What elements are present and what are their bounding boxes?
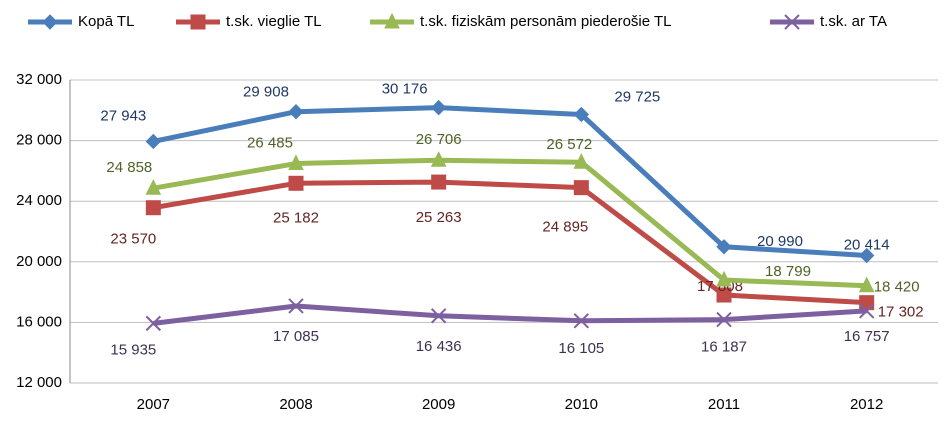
y-tick-label: 16 000	[16, 313, 62, 330]
legend-label: t.sk. ar TA	[820, 13, 887, 30]
x-tick-label: 2010	[565, 396, 598, 413]
point	[573, 180, 589, 196]
point	[573, 153, 590, 169]
point	[145, 179, 162, 195]
data-label: 18 420	[874, 279, 920, 296]
y-tick-label: 32 000	[16, 71, 62, 88]
data-label: 27 943	[100, 107, 146, 124]
point	[145, 315, 162, 332]
legend-label: Kopā TL	[78, 13, 134, 30]
data-label: 24 858	[106, 159, 152, 176]
x-tick-label: 2012	[850, 396, 883, 413]
data-label: 24 895	[542, 219, 588, 236]
data-label: 15 935	[110, 341, 156, 358]
point	[784, 14, 800, 30]
data-label: 26 706	[416, 131, 462, 148]
point	[859, 295, 875, 311]
data-label: 18 799	[765, 263, 811, 280]
y-tick-label: 20 000	[16, 253, 62, 270]
data-label: 26 572	[546, 136, 592, 153]
series: 24 858 26 485 26 706 26 572 18 799 18 420	[106, 131, 919, 296]
y-tick-label: 28 000	[16, 132, 62, 149]
legend-label: t.sk. fiziskām personām piederošie TL	[420, 13, 672, 30]
point	[145, 200, 161, 216]
point	[430, 99, 447, 116]
point	[430, 151, 447, 167]
point	[858, 276, 875, 293]
point	[716, 311, 732, 328]
data-label: 29 725	[614, 88, 660, 105]
point	[858, 303, 875, 319]
x-tick-label: 2009	[422, 396, 455, 413]
data-label: 20 990	[757, 233, 803, 250]
line	[152, 105, 867, 259]
point	[288, 298, 304, 314]
point	[858, 247, 875, 264]
point	[288, 103, 304, 120]
x-tick-label: 2007	[137, 396, 170, 413]
data-label: 17 085	[273, 328, 319, 345]
data-label: 26 485	[247, 135, 293, 152]
point	[145, 133, 162, 150]
point	[716, 287, 732, 303]
line	[152, 179, 867, 306]
point	[430, 308, 447, 324]
data-label: 16 105	[558, 340, 604, 357]
data-label: 23 570	[110, 231, 156, 248]
y-tick-label: 12 000	[16, 374, 62, 391]
data-label: 25 182	[273, 209, 319, 226]
data-label: 16 436	[416, 338, 462, 355]
y-tick-label: 24 000	[16, 192, 62, 209]
point	[288, 175, 304, 191]
data-label: 17 302	[878, 304, 924, 321]
x-tick-label: 2011	[708, 396, 740, 413]
legend-label: t.sk. vieglie TL	[226, 13, 322, 30]
series: 15 935 17 085 16 436 16 105 16 187 16 757	[110, 298, 890, 358]
line	[152, 157, 867, 289]
x-tick-label: 2008	[279, 396, 312, 413]
point	[431, 174, 447, 190]
point	[288, 154, 304, 171]
point	[190, 14, 206, 30]
point	[716, 270, 732, 287]
line	[153, 303, 867, 326]
data-label: 29 908	[243, 84, 289, 101]
data-label: 20 414	[844, 236, 890, 253]
data-label: 16 757	[844, 328, 890, 345]
point	[716, 239, 732, 255]
data-label: 25 263	[416, 209, 462, 226]
point	[573, 106, 590, 123]
point	[384, 12, 400, 29]
data-label: 30 176	[382, 81, 428, 98]
point	[42, 14, 58, 30]
point	[573, 313, 590, 329]
series: 27 943 29 908 30 176 29 725 20 990 20 414	[100, 81, 890, 264]
data-label: 16 187	[701, 339, 747, 356]
